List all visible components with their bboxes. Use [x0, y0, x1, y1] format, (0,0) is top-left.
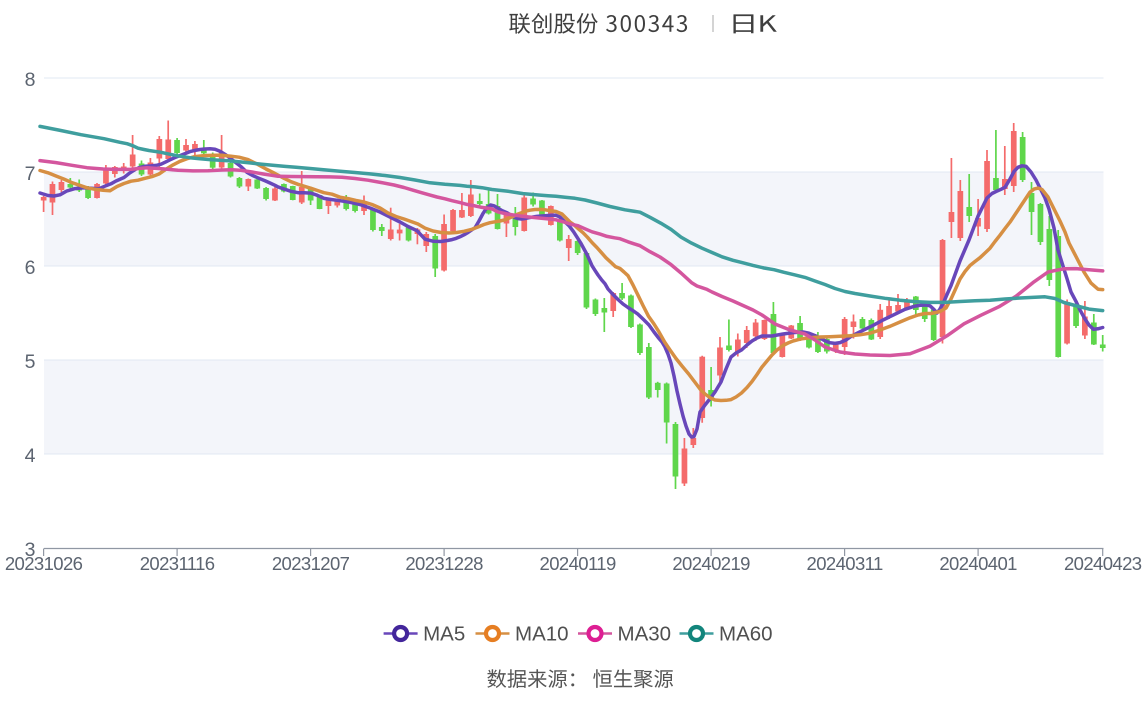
- svg-text:MA10: MA10: [515, 623, 569, 646]
- svg-text:6: 6: [25, 257, 36, 279]
- svg-text:8: 8: [25, 69, 36, 91]
- svg-text:3: 3: [25, 539, 36, 561]
- svg-text:20231228: 20231228: [405, 553, 483, 574]
- svg-text:MA60: MA60: [719, 623, 773, 646]
- svg-text:7: 7: [25, 163, 36, 185]
- svg-text:20240423: 20240423: [1064, 553, 1142, 574]
- svg-text:5: 5: [25, 351, 36, 373]
- svg-text:20240119: 20240119: [540, 553, 616, 574]
- svg-text:4: 4: [25, 445, 36, 467]
- svg-text:20231116: 20231116: [140, 553, 215, 574]
- svg-text:20240401: 20240401: [939, 553, 1017, 574]
- svg-text:20240311: 20240311: [807, 553, 883, 574]
- svg-text:20231207: 20231207: [272, 553, 350, 574]
- svg-text:MA5: MA5: [423, 623, 465, 646]
- svg-text:20231026: 20231026: [5, 553, 83, 574]
- svg-text:20240219: 20240219: [672, 553, 750, 574]
- svg-text:MA30: MA30: [618, 623, 672, 646]
